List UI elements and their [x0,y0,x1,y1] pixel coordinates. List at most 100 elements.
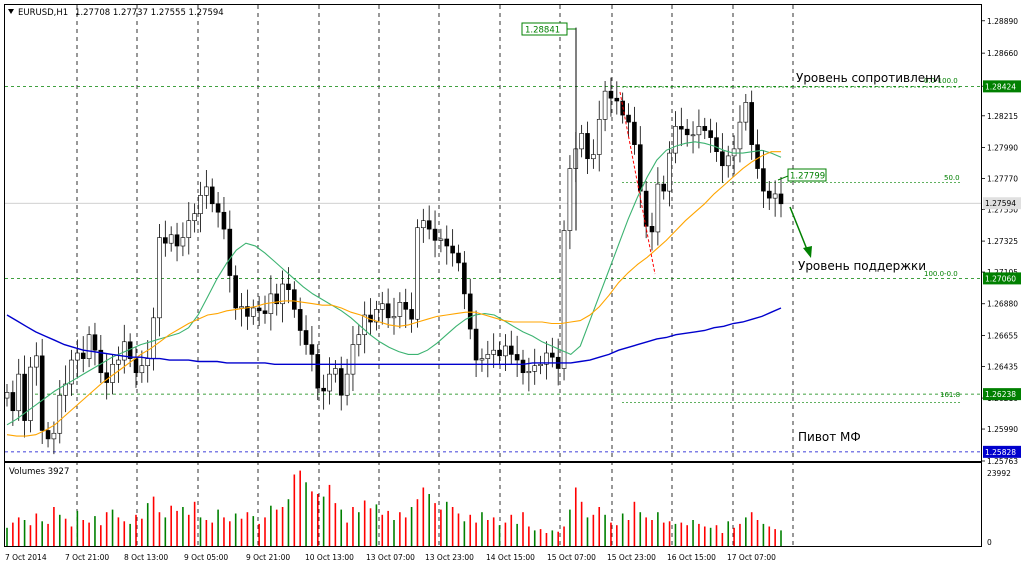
candle-body-31 [186,220,192,238]
candle-body-45 [268,293,274,314]
candle-body-57 [338,368,344,396]
fib-trendline [619,91,656,275]
candle-body-19 [116,359,121,365]
resistance-annotation: Уровень сопротивлени [796,71,941,85]
candle-body-53 [315,354,321,389]
x-tick-label-4: 9 Oct 21:00 [246,553,290,562]
candle-body-44 [262,310,268,314]
candle-body-71 [421,220,426,229]
candle-body-113 [667,152,672,192]
candle-body-0 [4,392,10,399]
candle-body-46 [274,293,280,305]
candle-body-52 [309,344,315,355]
candle-body-91 [538,363,543,366]
candle-body-9 [57,394,63,434]
candle-body-81 [479,358,485,361]
candle-body-122 [720,151,725,167]
candle-body-1 [10,392,16,412]
candle-body-61 [362,314,367,336]
time-axis-ticks: 7 Oct 2014 7 Oct 21:00 8 Oct 13:00 9 Oct 05… [5,553,776,562]
candle-body-111 [655,183,661,233]
moving-averages [6,141,782,437]
candle-body-56 [333,368,338,375]
candle-body-3 [22,373,27,421]
candle-body-38 [227,228,233,276]
candle-body-76 [450,245,455,254]
candle-body-14 [86,334,92,359]
candle-body-49 [292,289,297,310]
candle-body-24 [145,358,151,366]
candle-body-98 [579,133,584,150]
candle-body-2 [16,373,22,412]
candle-body-108 [637,144,643,192]
fib161-price-tag: 1.26238 [985,390,1016,399]
support-annotation: Уровень поддержки [798,259,926,273]
candle-body-41 [245,306,250,317]
fib-label-mid: 50.0 [944,174,960,182]
fib-label-top: 0.0-100.0 [924,77,958,85]
candle-body-33 [198,195,203,214]
candle-body-5 [34,355,39,368]
price-axis-tags: 1.28424 1.27594 1.27060 1.26238 1.25828 [983,80,1021,458]
candle-body-88 [520,359,526,374]
candle-body-120 [708,130,713,138]
candle-body-29 [174,234,180,247]
candle-body-101 [596,119,602,155]
candle-body-83 [491,349,496,355]
current-price-tag-box [983,197,1021,210]
candle-body-125 [737,121,743,150]
y-tick-label-4: 1.27990 [987,143,1018,152]
candle-body-87 [514,354,520,361]
candle-body-60 [356,334,362,345]
fib50-price-tag-box [787,168,827,182]
candle-body-55 [327,373,332,392]
chart-ohlc: 1.27708 1.27737 1.27555 1.27594 [75,8,224,18]
triangle-down-icon[interactable] [8,9,14,14]
x-tick-label-3: 9 Oct 05:00 [184,553,228,562]
pivot-price-tag-box [983,445,1021,458]
y-tick-label-3: 1.28215 [987,112,1018,121]
candle-body-59 [350,344,356,375]
candle-body-69 [409,309,414,320]
candle-body-117 [690,134,696,137]
y-tick-label-11: 1.26435 [987,362,1018,371]
candle-body-72 [426,220,432,230]
ma-line-0 [6,141,782,426]
candle-body-118 [696,126,702,136]
candle-body-35 [209,186,215,205]
candle-body-127 [749,102,754,145]
ma-line-2 [6,307,782,365]
resistance-price-tag-box [983,80,1021,93]
candle-body-58 [344,373,350,396]
candle-body-75 [444,238,450,247]
candle-body-70 [415,227,420,320]
candle-body-93 [550,352,555,358]
candle-body-47 [280,283,285,305]
candle-body-4 [28,366,33,421]
candle-body-112 [661,183,667,192]
candle-body-27 [163,237,168,244]
candle-body-34 [204,186,209,196]
candle-body-92 [544,352,549,365]
price-panel-frame [4,4,982,462]
x-tick-label-5: 10 Oct 13:00 [305,553,354,562]
ma-line-1 [6,151,781,437]
candle-body-74 [438,238,444,241]
fib50-price-tag: 1.27799 [790,172,825,182]
candle-body-78 [462,262,467,295]
candle-body-126 [743,102,749,123]
candle-body-106 [626,114,631,123]
y-tick-label-6: 1.27550 [987,205,1018,214]
horizontal-levels [5,85,981,453]
candle-body-90 [532,365,538,372]
support-price-tag-box [983,272,1021,285]
candle-body-18 [110,363,115,383]
candle-body-99 [585,133,590,160]
candle-body-25 [151,317,156,359]
fib-label-bottom: 100.0-0.0 [924,270,958,278]
candle-body-12 [75,352,80,361]
x-tick-label-2: 8 Oct 13:00 [124,553,168,562]
candle-body-54 [321,387,326,392]
